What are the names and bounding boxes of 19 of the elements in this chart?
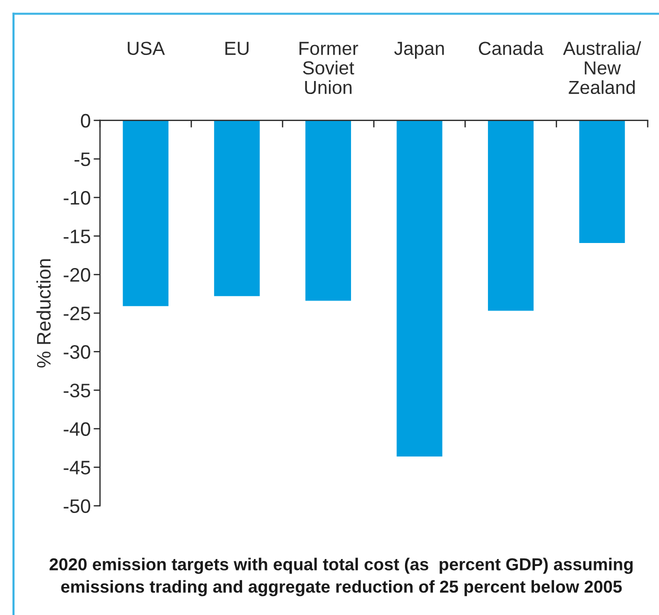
y-tick-label: -15 [64, 230, 90, 244]
x-tick-label: Australia/ New Zealand [563, 41, 642, 94]
x-tick-label: USA [128, 42, 165, 56]
y-tick-label: -35 [64, 384, 90, 398]
x-tick-label: Japan [394, 42, 444, 59]
y-tick-label: -45 [64, 460, 90, 474]
y-tick-label: -10 [64, 190, 90, 205]
y-tick-label: -30 [64, 345, 90, 359]
y-tick-label: 0 [80, 114, 90, 128]
y-tick-label: -50 [64, 499, 90, 514]
x-tick-label: EU [225, 42, 248, 56]
text: 2020 emission targets with equal total cost (as percent GDP) assuming emissions trading and aggregate reduction of 25 percent below 2005 [50, 558, 633, 596]
y-tick-label: -40 [64, 422, 90, 436]
y-tick-label: -25 [64, 306, 90, 320]
x-tick-label: Former Soviet Union [300, 42, 358, 94]
x-tick-label: Canada [478, 41, 544, 56]
y-axis-title: % Reduction [36, 259, 51, 368]
y-tick-label: -20 [64, 268, 90, 282]
y-tick-label: -5 [74, 152, 90, 166]
